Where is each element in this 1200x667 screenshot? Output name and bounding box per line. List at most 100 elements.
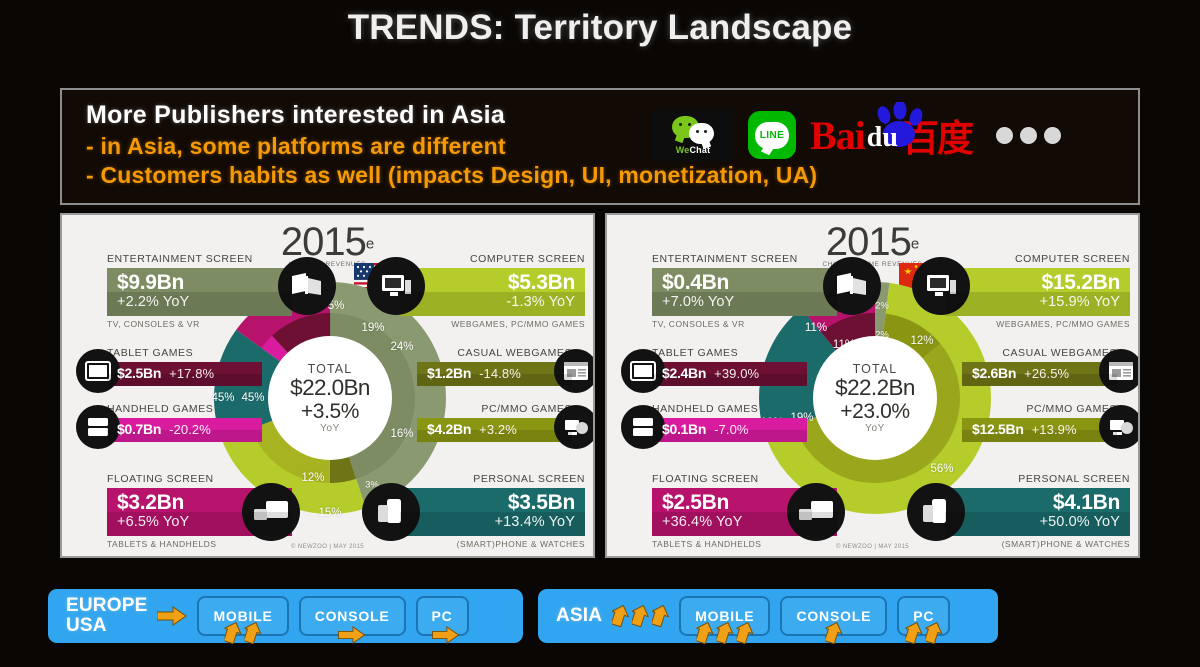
logo-row: WeChat LINE Bai du 百度 [652, 102, 1061, 162]
platform-region-label: EUROPE USA [58, 596, 147, 636]
tv-vr-icon [278, 257, 336, 315]
region-line-1: ASIA [556, 605, 603, 627]
pc-mmo-icon [1099, 405, 1138, 449]
block-title: TABLET GAMES [652, 347, 739, 359]
block-footnote: TABLETS & HANDHELDS [107, 538, 217, 549]
block-yoy: +3.2% [479, 422, 517, 437]
block-value: $2.4Bn [662, 365, 707, 381]
block-bar: $2.5Bn +36.4% YoY [652, 488, 837, 536]
handheld-icon [76, 405, 120, 449]
platform-chip-pc-eu[interactable]: PC [415, 596, 469, 644]
arrow-up-icon [825, 622, 843, 644]
block-value: $2.5Bn [662, 491, 730, 514]
block-footnote: WEBGAMES, PC/MMO GAMES [996, 318, 1130, 329]
block-footnote: TV, CONSOLES & VR [107, 318, 200, 329]
center-unit: YoY [865, 422, 885, 434]
tablet-icon [621, 349, 665, 393]
platform-bar-asia: ASIA MOBILE CONSOLE PC [538, 589, 998, 644]
block-value: $2.6Bn [972, 365, 1017, 381]
platform-chip-mobile-eu[interactable]: MOBILE [197, 596, 289, 644]
block-footnote: WEBGAMES, PC/MMO GAMES [451, 318, 585, 329]
block-title: PC/MMO GAMES [1026, 403, 1117, 415]
block-casual-us: CASUAL WEBGAMES $1.2Bn -14.8% [417, 347, 572, 386]
block-yoy: +7.0% YoY [662, 293, 735, 310]
arrow-up-icon [716, 622, 734, 644]
chip-arrow-group [337, 626, 367, 644]
block-personal-china: PERSONAL SCREEN $4.1Bn +50.0% YoY (SMART… [945, 473, 1130, 549]
arrow-up-icon [696, 622, 714, 644]
platform-chip-mobile-asia[interactable]: MOBILE [679, 596, 771, 644]
arrow-up-icon [244, 622, 262, 644]
platform-region-label: ASIA [548, 606, 602, 626]
headline-text: More Publishers interested in Asia - in … [86, 101, 817, 189]
smartphone-watch-icon [362, 483, 420, 541]
platform-chip-console-eu[interactable]: CONSOLE [298, 596, 406, 644]
block-bar: $4.2Bn +3.2% [417, 418, 572, 442]
tablet-handheld-icon [242, 483, 300, 541]
block-value: $3.5Bn [507, 491, 575, 514]
block-title: HANDHELD GAMES [107, 403, 214, 415]
block-bar: $12.5Bn +13.9% [962, 418, 1117, 442]
block-handheld-china: HANDHELD GAMES $0.1Bn -7.0% [652, 403, 807, 442]
center-growth: +3.5% [300, 399, 360, 423]
wechat-label: WeChat [675, 144, 711, 155]
tablet-handheld-icon [787, 483, 845, 541]
region-line-2: USA [66, 615, 107, 636]
headline-line-2: - in Asia, some platforms are different [86, 133, 506, 159]
block-yoy: +13.4% YoY [494, 513, 575, 530]
browser-icon [554, 349, 593, 393]
block-bar: $2.4Bn +39.0% [652, 362, 807, 386]
platform-chip-console-asia[interactable]: CONSOLE [780, 596, 888, 644]
block-casual-china: CASUAL WEBGAMES $2.6Bn +26.5% [962, 347, 1117, 386]
baidu-bai-text: Bai [810, 112, 866, 158]
desktop-icon [912, 257, 970, 315]
pc-mmo-icon [554, 405, 593, 449]
block-value: $12.5Bn [972, 421, 1024, 437]
block-title: FLOATING SCREEN [652, 473, 759, 485]
block-bar: $3.2Bn +6.5% YoY [107, 488, 292, 536]
ring-label-inner-2: 19% [361, 322, 385, 334]
ring-label-inner-3: 16% [390, 428, 414, 440]
chip-arrow-group [905, 622, 943, 644]
browser-icon [1099, 349, 1138, 393]
chip-label: CONSOLE [796, 608, 872, 624]
center-total-label: TOTAL [852, 362, 898, 377]
block-title: TABLET GAMES [107, 347, 194, 359]
block-title: ENTERTAINMENT SCREEN [107, 253, 253, 265]
block-bar: $0.7Bn -20.2% [107, 418, 262, 442]
headline-line-3: - Customers habits as well (impacts Desi… [86, 162, 818, 188]
block-yoy: -1.3% YoY [506, 293, 575, 310]
block-bar: $2.6Bn +26.5% [962, 362, 1117, 386]
block-value: $9.9Bn [117, 271, 185, 294]
ring-label-outer-1: 24% [390, 341, 414, 353]
block-title: PERSONAL SCREEN [473, 473, 585, 485]
block-computer-us: COMPUTER SCREEN $5.3Bn -1.3% YoY WEBGAME… [400, 253, 585, 329]
block-bar: $4.1Bn +50.0% YoY [945, 488, 1130, 536]
region-arrow-group [157, 606, 188, 626]
block-value: $0.4Bn [662, 271, 730, 294]
ring-label-inner-1: 5% [327, 300, 345, 312]
block-yoy: +26.5% [1024, 366, 1070, 381]
center-unit: YoY [320, 422, 340, 434]
block-title: CASUAL WEBGAMES [457, 347, 572, 359]
ring-label-inner-0: 2% [875, 329, 889, 341]
wechat-bubbles-icon [672, 115, 714, 144]
year-superscript: e [365, 235, 375, 253]
year-number: 2015 [280, 220, 367, 264]
chip-label: CONSOLE [314, 608, 390, 624]
year-number: 2015 [825, 220, 912, 264]
region-line-1: EUROPE [66, 595, 148, 617]
block-footnote: TABLETS & HANDHELDS [652, 538, 762, 549]
block-title: PC/MMO GAMES [481, 403, 572, 415]
block-value: $5.3Bn [507, 271, 575, 294]
block-value: $3.2Bn [117, 491, 185, 514]
block-bar: $15.2Bn +15.9% YoY [945, 268, 1130, 316]
block-entertainment-china: ENTERTAINMENT SCREEN $0.4Bn +7.0% YoY TV… [652, 253, 837, 329]
block-pcmmo-us: PC/MMO GAMES $4.2Bn +3.2% [417, 403, 572, 442]
block-bar: $9.9Bn +2.2% YoY [107, 268, 292, 316]
platform-chip-pc-asia[interactable]: PC [897, 596, 951, 644]
block-title: COMPUTER SCREEN [1014, 253, 1130, 265]
center-total-value: $22.0Bn [290, 375, 370, 401]
chip-label: PC [431, 608, 453, 624]
